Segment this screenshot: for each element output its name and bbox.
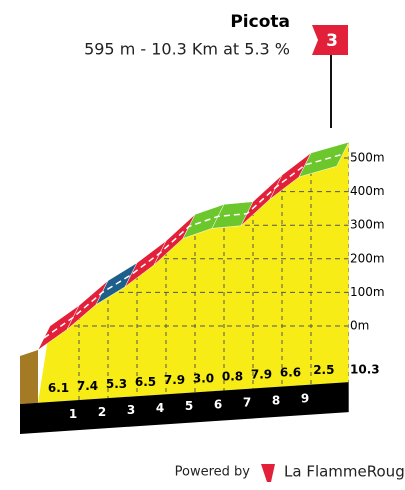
brand: La FlammeRouge xyxy=(284,463,405,481)
category-badge: 3 xyxy=(326,31,338,51)
plot: 0m 100m 200m 300m 400m 500m 6.1 7.4 5.3 6.5 7.9 3.0… xyxy=(20,141,385,434)
gradient-label: 5.3 xyxy=(106,377,127,391)
x-tick-label: 1 xyxy=(69,407,77,421)
chart-subtitle: 595 m - 10.3 Km at 5.3 % xyxy=(84,40,290,59)
x-tick-label: 3 xyxy=(127,403,135,417)
powered-by: Powered by xyxy=(175,465,251,480)
x-tick-label: 6 xyxy=(214,397,222,411)
y-tick-label: 200m xyxy=(350,251,385,265)
gradient-label: 7.9 xyxy=(251,367,272,381)
y-tick-label: 0m xyxy=(350,319,369,333)
gradient-label: 2.5 xyxy=(313,363,334,377)
x-tick-label: 7 xyxy=(243,395,251,409)
chart-title: Picota xyxy=(230,12,290,32)
y-tick-label: 500m xyxy=(350,151,385,165)
gradient-label: 7.4 xyxy=(77,379,98,393)
x-tick-label: 10.3 xyxy=(350,363,380,377)
gradient-label: 3.0 xyxy=(193,371,214,385)
gradient-label: 7.9 xyxy=(164,373,185,387)
gradient-label: 6.5 xyxy=(135,375,156,389)
gradient-label: 0.8 xyxy=(222,369,243,383)
x-tick-label: 4 xyxy=(156,401,164,415)
x-tick-label: 5 xyxy=(185,399,193,413)
y-tick-label: 100m xyxy=(350,285,385,299)
gradient-label: 6.1 xyxy=(48,381,69,395)
flag xyxy=(312,25,348,55)
profile-mid xyxy=(43,153,343,339)
profile-fill xyxy=(38,142,349,403)
y-tick-label: 300m xyxy=(350,218,385,232)
gradient-segment xyxy=(298,141,350,178)
x-tick-label: 8 xyxy=(272,393,280,407)
x-tick-label: 2 xyxy=(98,405,106,419)
brand-icon xyxy=(261,464,275,482)
y-tick-label: 400m xyxy=(350,184,385,198)
block-base xyxy=(20,382,349,434)
block-side xyxy=(20,350,38,404)
gradient-label: 6.6 xyxy=(280,365,301,379)
x-tick-label: 9 xyxy=(301,392,309,406)
